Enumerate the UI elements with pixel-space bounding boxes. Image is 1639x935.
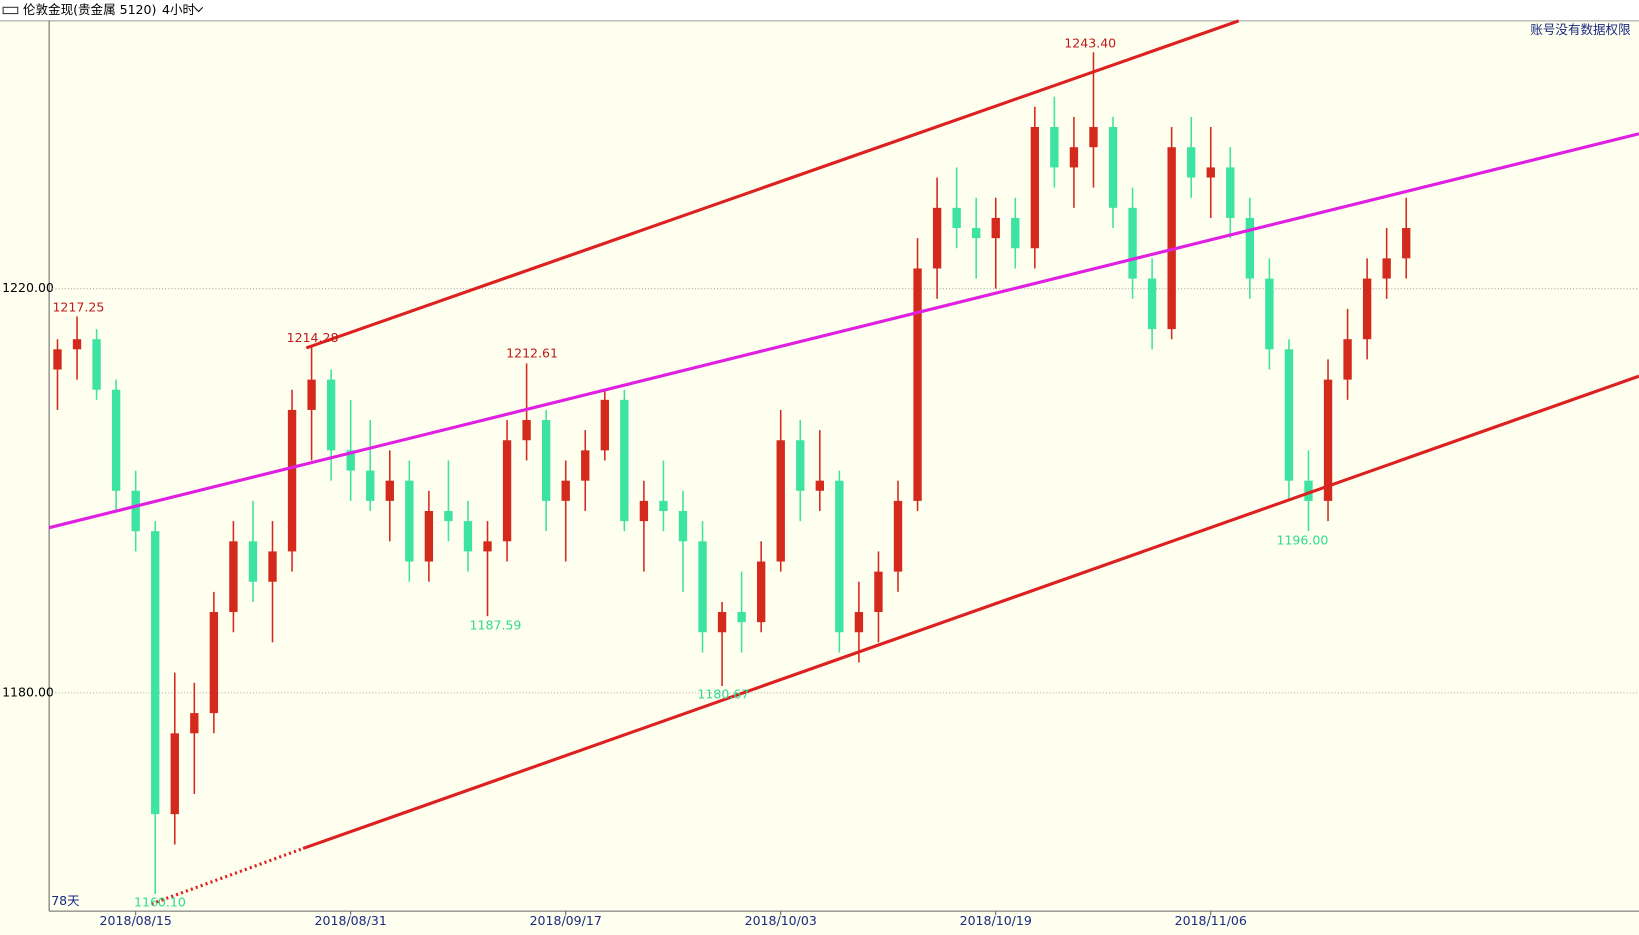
notice: 账号没有数据权限: [1530, 22, 1631, 37]
candle-body: [698, 541, 707, 633]
candle-body: [1323, 379, 1333, 501]
candle-body: [756, 561, 766, 623]
y-tick-label: 1180.00: [2, 684, 54, 699]
instrument-title[interactable]: 伦敦金现(贵金属 5120): [23, 2, 156, 17]
x-tick-label: 2018/09/17: [530, 913, 602, 928]
candle-body: [541, 420, 551, 501]
candle-body: [659, 500, 668, 511]
candle-body: [1402, 228, 1411, 259]
candle-body: [600, 399, 609, 451]
candle-body: [444, 510, 453, 522]
period-selector[interactable]: 4小时: [162, 2, 196, 17]
candle-body: [53, 349, 62, 370]
candle-body: [326, 379, 336, 451]
x-tick-label: 2018/10/19: [960, 913, 1032, 928]
channel-upper: [305, 19, 1240, 350]
candle-body: [502, 440, 512, 542]
low-label: 1196.00: [1277, 533, 1329, 548]
x-tick-label: 2018/08/15: [100, 913, 172, 928]
candle-body: [776, 440, 785, 562]
candle-body: [522, 420, 531, 441]
candle-body: [991, 217, 1000, 239]
candle-body: [972, 228, 981, 239]
candle-body: [1167, 147, 1176, 330]
candle-body: [1030, 127, 1040, 249]
candle-body: [1069, 147, 1079, 168]
candle-body: [678, 510, 688, 542]
candle-body: [483, 541, 492, 552]
candle-body: [1128, 207, 1137, 279]
candle-body: [1187, 147, 1196, 178]
candle-body: [874, 571, 883, 613]
candle-body: [346, 450, 355, 471]
candle-body: [1108, 127, 1118, 208]
x-tick-label: 2018/10/03: [745, 913, 817, 928]
low-label: 1187.59: [470, 617, 522, 632]
candle-body: [620, 399, 629, 522]
candle-body: [1147, 278, 1157, 330]
header-icon: [2, 6, 19, 15]
candle-body: [932, 207, 942, 269]
candle-body: [952, 207, 961, 229]
candle-body: [307, 379, 316, 410]
candle-body: [72, 339, 82, 350]
candle-body: [835, 480, 844, 633]
candle-body: [1245, 217, 1255, 279]
low-label: 1160.10: [134, 894, 186, 909]
candle-body: [405, 480, 414, 562]
candle-body: [248, 541, 258, 582]
candle-body: [385, 480, 394, 501]
candle-body: [815, 480, 824, 491]
candle-body: [131, 490, 140, 532]
candle-body: [893, 500, 903, 572]
channel-lower: [302, 374, 1639, 850]
candle-body: [424, 510, 434, 562]
candle-body: [229, 541, 238, 613]
candle-body: [151, 531, 160, 815]
candle-body: [268, 551, 277, 582]
candle-body: [1265, 278, 1274, 350]
candle-body: [190, 713, 199, 734]
candle-body: [170, 733, 179, 815]
candle-body: [209, 612, 219, 714]
candle-body: [1226, 167, 1235, 218]
header-bar: [0, 0, 1639, 21]
candle-body: [92, 339, 101, 390]
candle-body: [463, 521, 473, 552]
range-label: 78天: [51, 893, 80, 908]
high-label: 1212.61: [506, 346, 558, 361]
high-label: 1214.28: [287, 330, 339, 345]
y-tick-label: 1220.00: [2, 280, 54, 295]
candle-body: [1050, 127, 1059, 168]
candle-body: [717, 612, 727, 633]
high-label: 1217.25: [52, 300, 104, 315]
high-label: 1243.40: [1064, 35, 1116, 50]
candle-body: [854, 612, 864, 633]
low-label: 1180.67: [697, 686, 749, 701]
candle-body: [913, 268, 922, 501]
x-tick-label: 2018/11/06: [1175, 913, 1247, 928]
candle-body: [1362, 278, 1372, 340]
candle-body: [1011, 217, 1020, 249]
candle-body: [287, 409, 297, 552]
candle-body: [1304, 480, 1313, 501]
x-tick-label: 2018/08/31: [315, 913, 387, 928]
dropdown-arrow[interactable]: [194, 6, 204, 13]
channel-middle: [48, 132, 1639, 530]
candle-body: [1382, 258, 1391, 279]
candle-body: [581, 450, 590, 481]
channel-lower-extension: [151, 846, 304, 906]
candle-body: [366, 470, 375, 501]
candle-body: [1343, 339, 1352, 380]
candle-body: [1089, 127, 1098, 148]
candle-body: [737, 612, 746, 623]
candle-body: [639, 500, 649, 522]
candle-body: [1206, 167, 1215, 178]
candle-body: [561, 480, 570, 501]
candle-body: [111, 389, 121, 491]
candle-body: [1284, 349, 1294, 481]
candle-body: [796, 440, 805, 491]
